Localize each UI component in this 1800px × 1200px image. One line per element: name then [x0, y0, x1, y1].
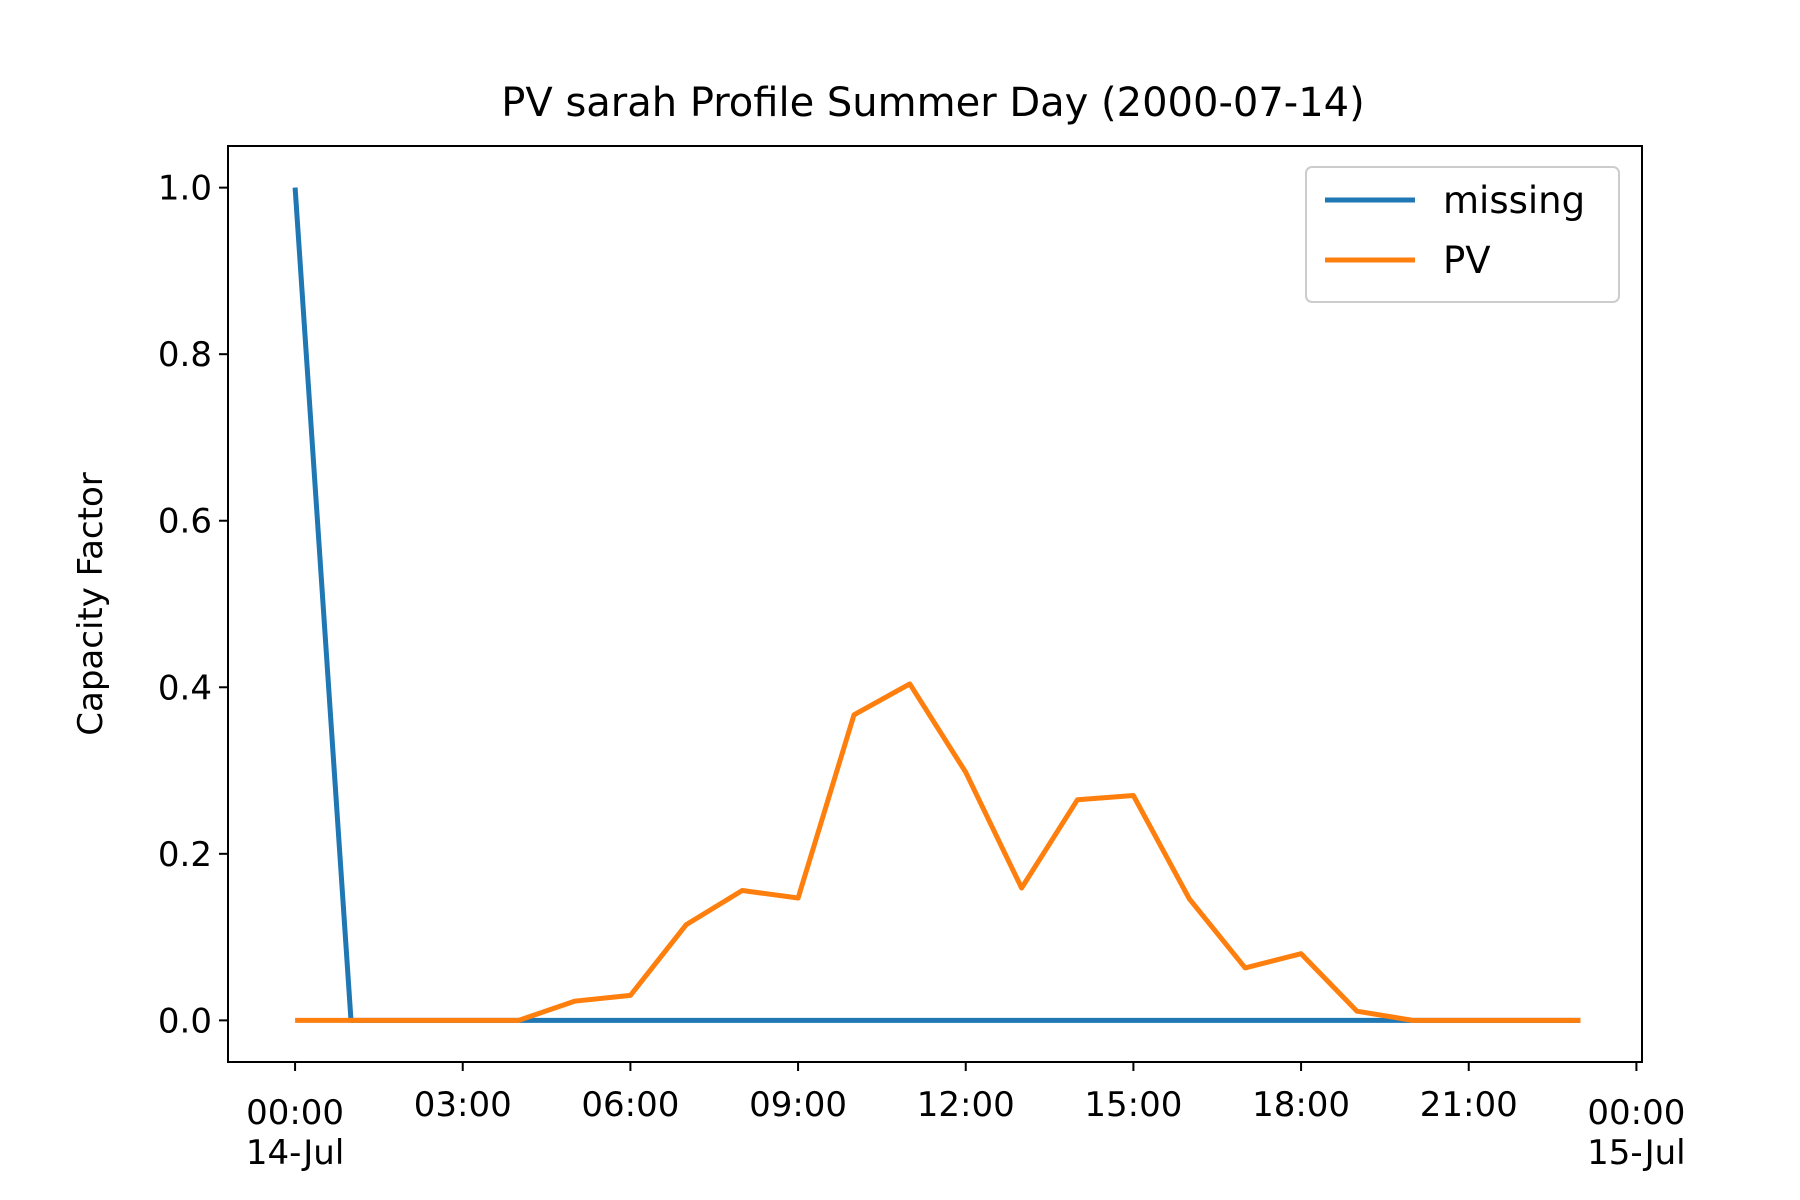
- y-axis: 0.0 0.2 0.4 0.6 0.8 1.0: [158, 169, 228, 1041]
- chart-title: PV sarah Profile Summer Day (2000-07-14): [501, 80, 1364, 126]
- y-tick-label: 0.2: [158, 835, 212, 875]
- x-tick-label: 15:00: [1084, 1085, 1182, 1125]
- y-axis-label: Capacity Factor: [71, 472, 111, 735]
- plot-frame: [227, 145, 1643, 1063]
- x-tick-label: 09:00: [749, 1085, 847, 1125]
- y-tick-label: 0.0: [158, 1001, 212, 1041]
- x-tick-label: 21:00: [1420, 1085, 1518, 1125]
- y-tick-label: 1.0: [158, 169, 212, 209]
- x-tick-label: 00:00 15-Jul: [1587, 1093, 1685, 1173]
- y-tick-label: 0.6: [158, 502, 212, 542]
- x-tick-label: 12:00: [917, 1085, 1015, 1125]
- legend: missing PV: [1305, 166, 1620, 303]
- y-tick-label: 0.8: [158, 335, 212, 375]
- legend-label-pv: PV: [1443, 239, 1491, 282]
- series-line-pv: [295, 681, 1581, 1023]
- x-tick-label: 03:00: [414, 1085, 512, 1125]
- x-tick-label: 06:00: [581, 1085, 679, 1125]
- series-group: [292, 187, 1581, 1023]
- x-axis: 00:00 14-Jul 03:00 06:00 09:00 12:00 15:00 18:0…: [246, 1062, 1686, 1173]
- y-tick-label: 0.4: [158, 668, 212, 708]
- legend-label-missing: missing: [1443, 179, 1585, 222]
- x-tick-label: 18:00: [1252, 1085, 1350, 1125]
- x-tick-label: 00:00 14-Jul: [246, 1093, 344, 1173]
